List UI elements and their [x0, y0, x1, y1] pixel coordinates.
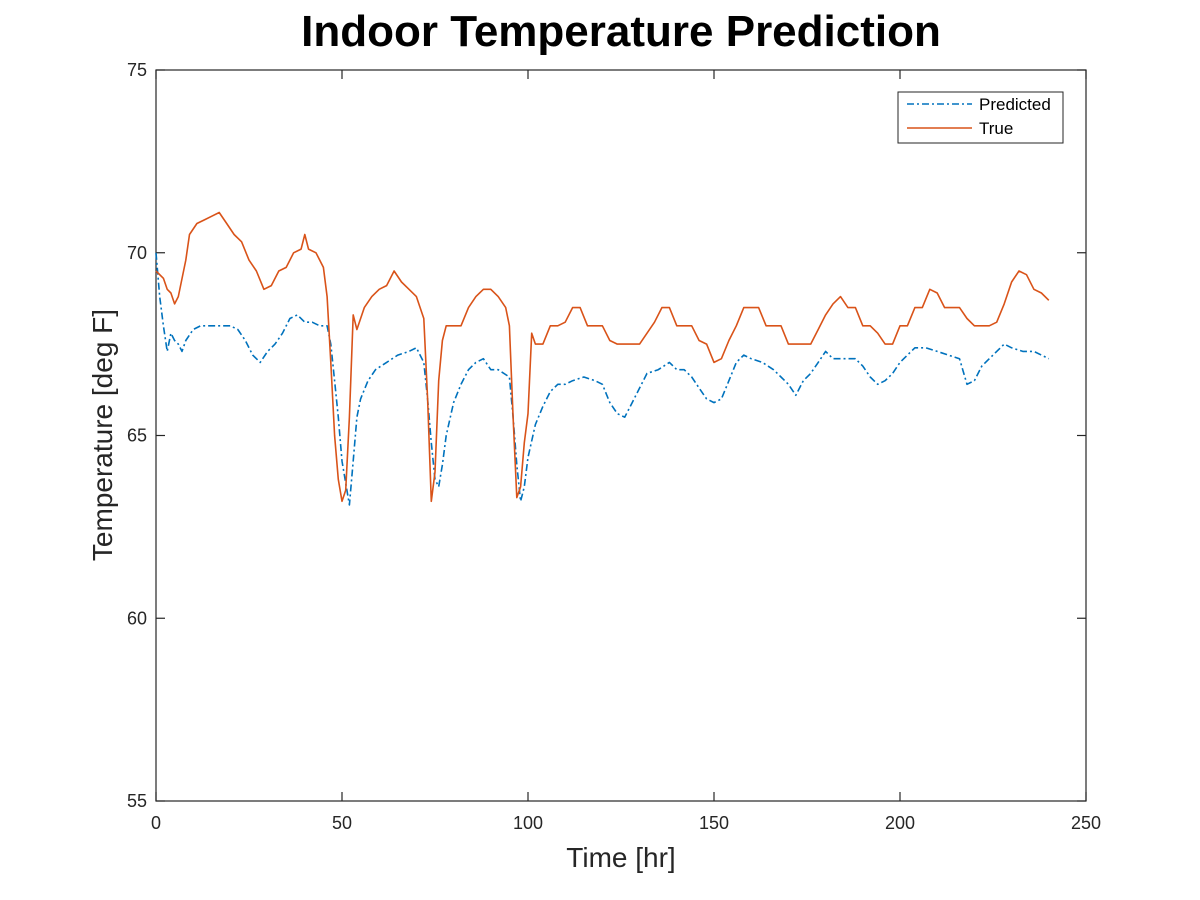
series-layer	[155, 211, 1050, 506]
y-tick-labels: 55 60 65 70 75	[127, 60, 147, 811]
x-axis-label: Time [hr]	[566, 842, 675, 873]
legend: Predicted True	[897, 91, 1064, 144]
plot-frame	[155, 69, 1087, 802]
axis-ticks	[155, 69, 1087, 802]
legend-label-true: True	[979, 119, 1013, 138]
x-tick-label: 100	[513, 813, 543, 833]
y-axis-label: Temperature [deg F]	[87, 309, 118, 561]
y-tick-label: 70	[127, 243, 147, 263]
y-tick-label: 65	[127, 426, 147, 446]
x-tick-labels: 0 50 100 150 200 250	[151, 813, 1101, 833]
series-line-predicted	[155, 252, 1050, 506]
series-line-true	[155, 211, 1050, 503]
legend-label-predicted: Predicted	[979, 95, 1051, 114]
y-tick-label: 60	[127, 608, 147, 628]
x-tick-label: 250	[1071, 813, 1101, 833]
legend-box	[897, 91, 1064, 144]
chart-title: Indoor Temperature Prediction	[301, 7, 941, 56]
x-tick-label: 150	[699, 813, 729, 833]
x-tick-label: 50	[332, 813, 352, 833]
x-tick-label: 0	[151, 813, 161, 833]
y-tick-label: 75	[127, 60, 147, 80]
y-tick-label: 55	[127, 791, 147, 811]
x-tick-label: 200	[885, 813, 915, 833]
plot-area	[155, 69, 1087, 802]
